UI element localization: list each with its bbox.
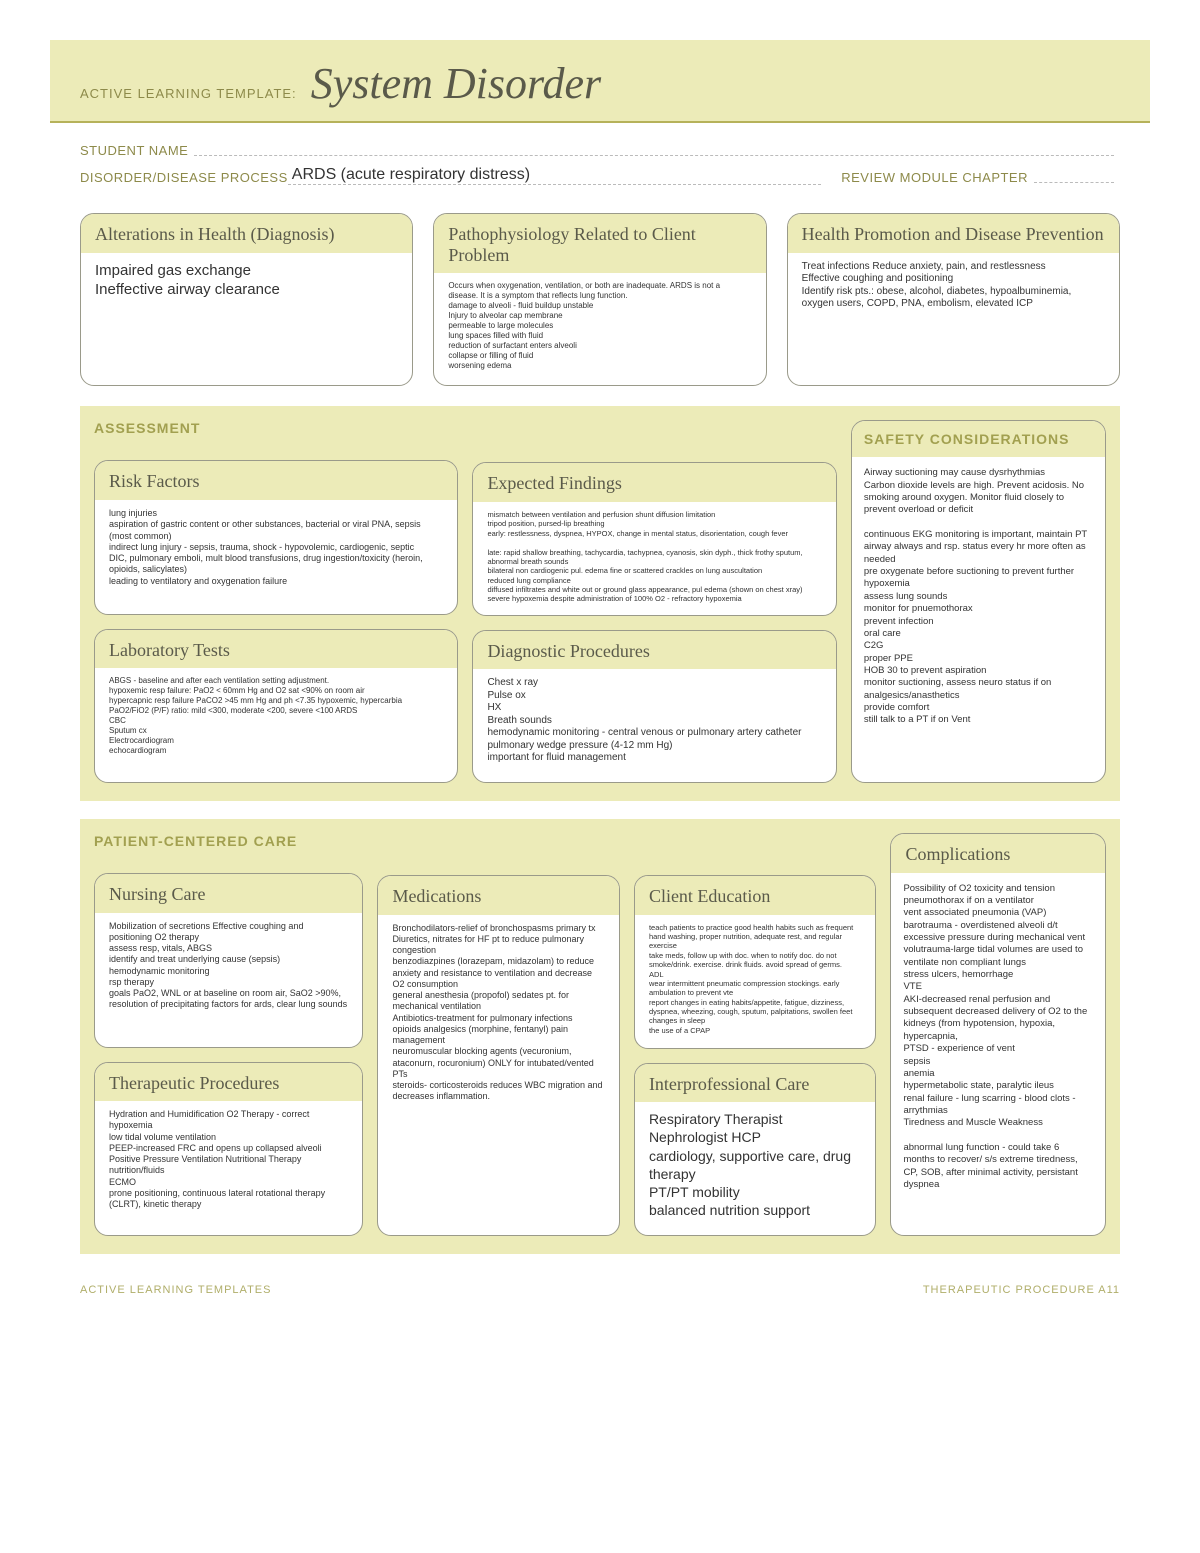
meds-card: Medications Bronchodilators-relief of br… — [377, 875, 620, 1236]
assessment-title: ASSESSMENT — [94, 420, 458, 436]
care-section: PATIENT-CENTERED CARE Nursing Care Mobil… — [80, 819, 1120, 1254]
disorder-value: ARDS (acute respiratory distress) — [288, 166, 821, 185]
footer-right: THERAPEUTIC PROCEDURE A11 — [923, 1284, 1120, 1296]
inter-card: Interprofessional Care Respiratory Thera… — [634, 1063, 877, 1237]
diag-card: Diagnostic Procedures Chest x ray Pulse … — [472, 630, 836, 783]
header-banner: ACTIVE LEARNING TEMPLATE: System Disorde… — [50, 40, 1150, 123]
footer-left: ACTIVE LEARNING TEMPLATES — [80, 1284, 271, 1296]
patho-card: Pathophysiology Related to Client Proble… — [433, 213, 766, 386]
student-name-label: STUDENT NAME — [80, 143, 188, 158]
expected-card: Expected Findings mismatch between venti… — [472, 462, 836, 615]
footer: ACTIVE LEARNING TEMPLATES THERAPEUTIC PR… — [50, 1254, 1150, 1306]
health-title: Health Promotion and Disease Prevention — [788, 214, 1119, 253]
diag-body: Chest x ray Pulse ox HX Breath sounds he… — [473, 669, 835, 779]
expected-title: Expected Findings — [473, 463, 835, 502]
comp-title: Complications — [891, 834, 1105, 873]
safety-body: Airway suctioning may cause dysrhythmias… — [852, 457, 1105, 782]
diag-title: Diagnostic Procedures — [473, 631, 835, 670]
safety-title: SAFETY CONSIDERATIONS — [852, 421, 1105, 457]
health-body: Treat infections Reduce anxiety, pain, a… — [788, 253, 1119, 333]
alterations-body: Impaired gas exchange Ineffective airway… — [81, 253, 412, 333]
expected-body: mismatch between ventilation and perfusi… — [473, 502, 835, 616]
meta-section: STUDENT NAME DISORDER/DISEASE PROCESS AR… — [50, 123, 1150, 203]
client-title: Client Education — [635, 876, 876, 915]
tp-card: Therapeutic Procedures Hydration and Hum… — [94, 1062, 363, 1237]
tp-body: Hydration and Humidification O2 Therapy … — [95, 1101, 362, 1224]
labs-card: Laboratory Tests ABGS - baseline and aft… — [94, 629, 458, 783]
client-card: Client Education teach patients to pract… — [634, 875, 877, 1049]
assessment-section: ASSESSMENT Risk Factors lung injuries as… — [80, 406, 1120, 801]
labs-body: ABGS - baseline and after each ventilati… — [95, 668, 457, 770]
banner-label: ACTIVE LEARNING TEMPLATE: — [80, 86, 297, 101]
meds-body: Bronchodilators-relief of bronchospasms … — [378, 915, 619, 1117]
nursing-title: Nursing Care — [95, 874, 362, 913]
risk-card: Risk Factors lung injuries aspiration of… — [94, 460, 458, 614]
nursing-body: Mobilization of secretions Effective cou… — [95, 913, 362, 1025]
labs-title: Laboratory Tests — [95, 630, 457, 669]
top-row: Alterations in Health (Diagnosis) Impair… — [50, 203, 1150, 406]
client-body: teach patients to practice good health h… — [635, 915, 876, 1049]
comp-body: Possibility of O2 toxicity and tension p… — [891, 873, 1105, 1235]
comp-card: Complications Possibility of O2 toxicity… — [890, 833, 1106, 1236]
alterations-title: Alterations in Health (Diagnosis) — [81, 214, 412, 253]
inter-body: Respiratory Therapist Nephrologist HCP c… — [635, 1102, 876, 1233]
risk-title: Risk Factors — [95, 461, 457, 500]
safety-card: SAFETY CONSIDERATIONS Airway suctioning … — [851, 420, 1106, 783]
inter-title: Interprofessional Care — [635, 1064, 876, 1103]
care-title: PATIENT-CENTERED CARE — [94, 833, 363, 849]
risk-body: lung injuries aspiration of gastric cont… — [95, 500, 457, 601]
meds-title: Medications — [378, 876, 619, 915]
patho-body: Occurs when oxygenation, ventilation, or… — [434, 273, 765, 385]
nursing-card: Nursing Care Mobilization of secretions … — [94, 873, 363, 1048]
health-card: Health Promotion and Disease Prevention … — [787, 213, 1120, 386]
tp-title: Therapeutic Procedures — [95, 1063, 362, 1102]
alterations-card: Alterations in Health (Diagnosis) Impair… — [80, 213, 413, 386]
disorder-label: DISORDER/DISEASE PROCESS — [80, 170, 288, 185]
banner-title: System Disorder — [311, 58, 601, 109]
patho-title: Pathophysiology Related to Client Proble… — [434, 214, 765, 273]
review-label: REVIEW MODULE CHAPTER — [841, 170, 1028, 185]
